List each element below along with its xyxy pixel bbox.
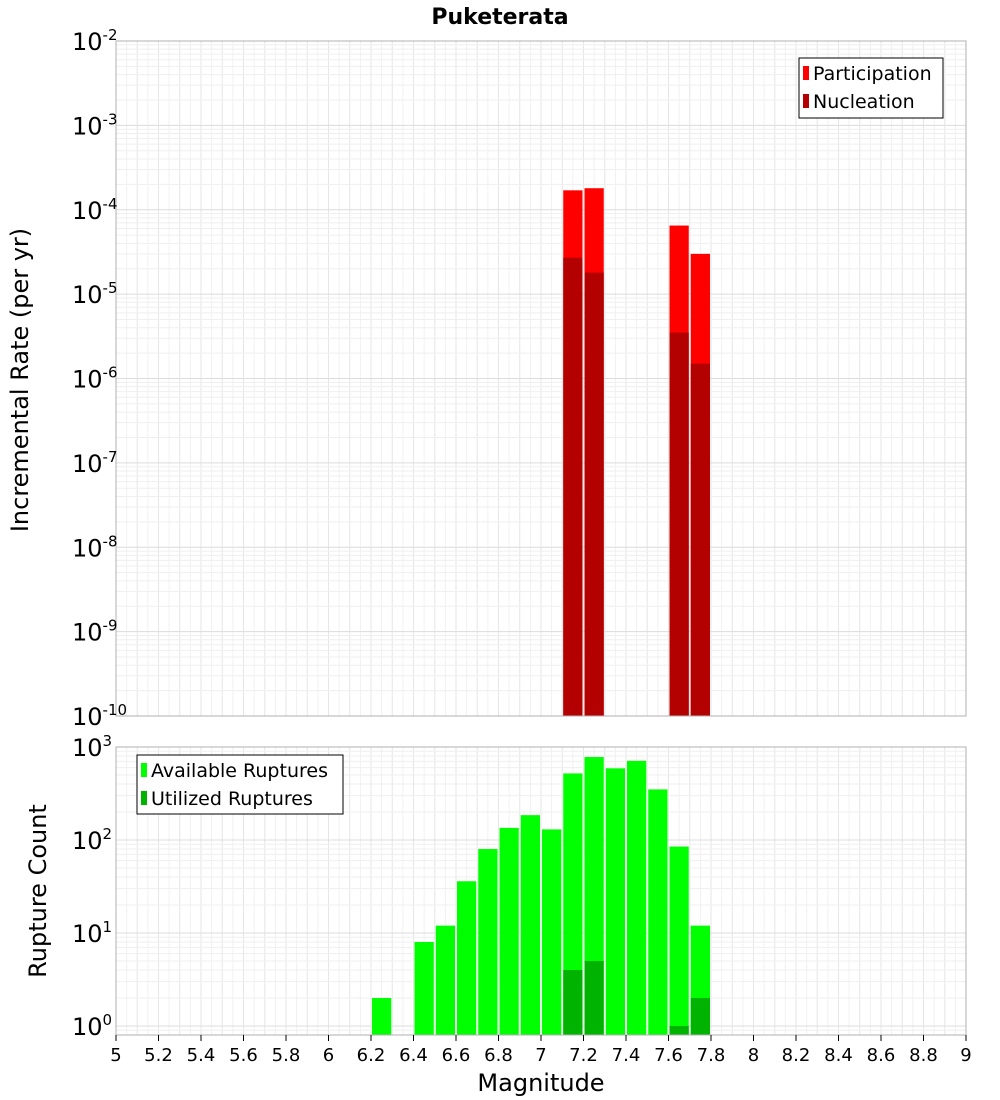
top-y-ticks: 10-10 10-9 10-8 10-7 10-6 10-5 10-4 10-3 10-2 (72, 26, 127, 731)
bottom-bar-available-ruptures (542, 829, 562, 1035)
top-y-tick-label: 10-5 (72, 279, 118, 309)
x-tick-label: 7.8 (697, 1045, 726, 1066)
top-plot-frame (115, 40, 967, 717)
bottom-bar-available-ruptures (414, 942, 434, 1035)
bottom-panel: 100 101 102 103 5 5.2 5.4 5.6 5.8 6 6.2 6.4 6.6 6.8 7… (24, 732, 972, 1097)
bottom-legend: Available Ruptures Utilized Ruptures (136, 754, 344, 815)
x-tick-label: 8.4 (824, 1045, 853, 1066)
x-tick-label: 6.8 (484, 1045, 513, 1066)
top-grid (115, 41, 967, 717)
bottom-bar-available-ruptures (520, 815, 540, 1035)
legend-swatch-utilized (141, 791, 147, 805)
x-tick-label: 8.8 (909, 1045, 938, 1066)
top-panel: 10-10 10-9 10-8 10-7 10-6 10-5 10-4 10-3 10-2 In… (6, 26, 967, 731)
legend-label-utilized: Utilized Ruptures (151, 788, 313, 810)
bottom-bar-available-ruptures (605, 768, 625, 1035)
x-tick-label: 8 (748, 1045, 759, 1066)
x-tick-label: 6 (323, 1045, 334, 1066)
x-tick-label: 9 (960, 1045, 971, 1066)
top-y-tick-label: 10-7 (72, 448, 118, 478)
top-y-tick-label: 10-9 (72, 617, 118, 647)
legend-label-participation: Participation (813, 63, 932, 85)
top-bar-nucleation (690, 363, 710, 716)
legend-swatch-nucleation (803, 94, 809, 108)
top-legend-box (798, 57, 944, 119)
top-y-tick-label: 10-8 (72, 532, 118, 562)
top-bars (563, 188, 710, 717)
x-tick-label: 5.2 (144, 1045, 173, 1066)
bottom-bar-available-ruptures (457, 881, 477, 1035)
bottom-bar-available-ruptures (563, 773, 583, 1035)
top-y-tick-label: 10-3 (72, 110, 118, 140)
top-bar-nucleation (584, 272, 604, 716)
top-bar-nucleation (563, 257, 583, 716)
bottom-bar-available-ruptures (669, 846, 689, 1035)
x-ticks: 5 5.2 5.4 5.6 5.8 6 6.2 6.4 6.6 6.8 7 7.2 7.4 7.6 7.8 8… (110, 1035, 972, 1066)
bottom-bar-available-ruptures (435, 925, 455, 1035)
bottom-bar-utilized-ruptures (690, 997, 710, 1035)
top-y-tick-label: 10-4 (72, 195, 118, 225)
x-tick-label: 6.6 (442, 1045, 471, 1066)
bottom-bar-utilized-ruptures (584, 960, 604, 1035)
bottom-bar-utilized-ruptures (669, 1025, 689, 1035)
x-tick-label: 7.4 (612, 1045, 641, 1066)
x-tick-label: 7 (535, 1045, 546, 1066)
bottom-bar-available-ruptures (627, 760, 647, 1035)
x-tick-label: 5.6 (229, 1045, 258, 1066)
bottom-y-ticks: 100 101 102 103 (72, 732, 112, 1041)
top-y-tick-label: 10-2 (72, 26, 118, 56)
top-y-tick-label: 10-6 (72, 364, 118, 394)
legend-label-available: Available Ruptures (151, 760, 328, 782)
bottom-bar-available-ruptures (372, 997, 392, 1035)
legend-swatch-participation (803, 66, 809, 80)
top-bar-nucleation (669, 332, 689, 716)
legend-swatch-available (141, 763, 147, 777)
top-y-axis-label: Incremental Rate (per yr) (6, 228, 34, 532)
x-axis-label: Magnitude (477, 1069, 604, 1097)
x-tick-label: 7.6 (654, 1045, 683, 1066)
bottom-bars (372, 757, 710, 1035)
x-tick-label: 8.2 (782, 1045, 811, 1066)
top-legend: Participation Nucleation (798, 57, 944, 119)
bottom-y-tick-label: 102 (72, 825, 112, 855)
x-tick-label: 5 (110, 1045, 121, 1066)
x-tick-label: 5.8 (272, 1045, 301, 1066)
bottom-legend-box (136, 754, 344, 815)
legend-label-nucleation: Nucleation (813, 91, 915, 113)
x-tick-label: 6.4 (399, 1045, 428, 1066)
x-tick-label: 7.2 (569, 1045, 598, 1066)
chart-title: Puketerata (431, 5, 568, 30)
bottom-y-tick-label: 103 (72, 732, 112, 762)
bottom-bar-available-ruptures (499, 827, 519, 1035)
bottom-bar-available-ruptures (648, 789, 668, 1035)
bottom-y-tick-label: 100 (72, 1011, 112, 1041)
x-tick-label: 6.2 (357, 1045, 386, 1066)
x-tick-label: 8.6 (867, 1045, 896, 1066)
bottom-y-axis-label: Rupture Count (24, 804, 52, 978)
x-tick-label: 5.4 (187, 1045, 216, 1066)
top-y-tick-label: 10-10 (72, 701, 127, 731)
bottom-bar-utilized-ruptures (563, 969, 583, 1035)
bottom-bar-available-ruptures (478, 849, 498, 1035)
bottom-y-tick-label: 101 (72, 918, 112, 948)
